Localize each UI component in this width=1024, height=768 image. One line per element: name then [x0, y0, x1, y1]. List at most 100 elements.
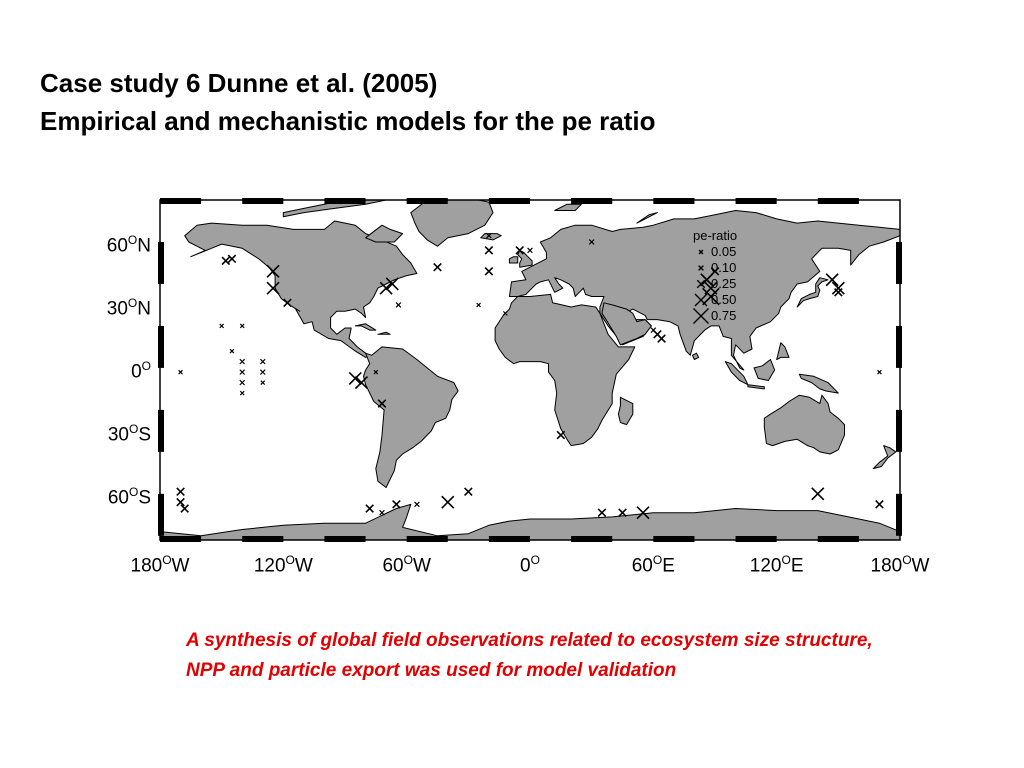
legend-entry: 0.75	[693, 308, 737, 324]
frame-segment	[158, 409, 164, 452]
observation-marker	[834, 288, 843, 297]
legend-entry-label: 0.50	[711, 292, 737, 307]
landmass-japan	[796, 277, 829, 308]
landmass-borneo	[753, 359, 776, 381]
lat-tick-label: 30ON	[106, 296, 151, 320]
slide-caption: A synthesis of global field observations…	[186, 630, 873, 681]
map-frame	[158, 198, 902, 542]
observation-marker	[484, 267, 494, 276]
continents	[160, 200, 900, 540]
legend-entry-label: 0.10	[711, 260, 737, 275]
landmass-novaya-zemlya	[636, 212, 658, 224]
observation-marker	[395, 302, 402, 308]
frame-segment	[653, 198, 695, 204]
lon-tick-label: 0O	[520, 553, 540, 577]
legend-entry: 0.10	[693, 260, 737, 276]
observation-marker	[831, 281, 845, 295]
slide-title-line2: Empirical and mechanistic models for the…	[40, 106, 656, 136]
frame-segment	[735, 198, 777, 204]
observation-marker	[464, 487, 473, 497]
lon-tick-label: 120OE	[749, 553, 804, 577]
observation-marker	[702, 287, 720, 306]
lon-tick-label: 120OW	[253, 553, 313, 577]
legend-entry-label: 0.75	[711, 308, 737, 323]
frame-segment	[735, 536, 777, 542]
observation-marker	[239, 379, 246, 386]
observation-marker	[266, 264, 280, 278]
landmass-new-guinea	[798, 373, 839, 394]
frame-segment	[324, 536, 366, 542]
legend-marker-icon	[696, 279, 706, 289]
observation-marker	[700, 273, 714, 287]
lon-tick-label: 180OW	[130, 553, 190, 577]
observation-marker	[227, 254, 237, 264]
landmass-africa	[494, 293, 636, 447]
frame-segment	[158, 325, 164, 368]
legend-entry-label: 0.25	[711, 276, 737, 291]
observation-marker	[365, 504, 374, 513]
frame-segment	[896, 493, 902, 536]
observation-marker	[239, 323, 245, 329]
frame-segment	[160, 536, 202, 542]
landmass-sri-lanka	[691, 352, 700, 360]
slide-title-line1: Case study 6 Dunne et al. (2005)	[40, 68, 438, 98]
observation-marker	[239, 390, 245, 396]
observation-marker	[875, 500, 884, 509]
landmass-ireland	[508, 256, 519, 264]
observation-marker	[180, 504, 189, 513]
frame-segment	[488, 198, 530, 204]
landmass-antarctica	[160, 503, 900, 540]
legend-title: pe-ratio	[693, 228, 738, 243]
landmass-madagascar	[617, 396, 634, 426]
observation-marker	[239, 369, 246, 375]
lat-tick-label: 0O	[131, 359, 151, 383]
legend-marker-icon	[698, 265, 704, 271]
observation-marker	[527, 247, 533, 254]
legend-entry: 0.50	[693, 292, 737, 308]
landmass-greenland	[410, 200, 494, 247]
observation-marker	[486, 232, 492, 239]
slide-title: Case study 6 Dunne et al. (2005) Empiric…	[40, 64, 656, 140]
frame-segment	[653, 536, 695, 542]
observation-marker	[266, 281, 280, 295]
legend-marker-icon	[698, 249, 704, 255]
observation-marker	[556, 430, 566, 440]
legend-entry-label: 0.05	[711, 244, 737, 259]
observation-marker	[176, 497, 185, 507]
observation-marker	[259, 358, 266, 365]
frame-segment	[158, 241, 164, 284]
observation-marker	[825, 273, 839, 287]
frame-segment	[242, 198, 284, 204]
landmass-arabia	[601, 302, 652, 346]
observation-marker	[385, 277, 399, 291]
observation-marker	[221, 256, 231, 266]
lon-tick-label: 60OW	[382, 553, 431, 577]
observation-marker	[392, 500, 401, 509]
observation-marker	[588, 239, 595, 245]
landmass-sulawesi-phil	[776, 342, 790, 360]
observation-marker	[354, 376, 369, 390]
observation-marker	[484, 246, 494, 255]
observation-marker	[502, 310, 508, 316]
observation-marker	[636, 506, 650, 520]
landmass-south-america	[363, 346, 459, 488]
frame-segment	[242, 536, 284, 542]
frame-segment	[324, 198, 366, 204]
landmass-baffin	[365, 224, 404, 243]
landmass-cuba	[354, 323, 377, 331]
landmass-svalbard	[554, 203, 582, 211]
landmass-new-zealand	[872, 445, 897, 470]
observation-marker	[618, 508, 627, 518]
observation-marker	[710, 267, 720, 276]
observation-marker	[348, 371, 362, 385]
frame-segment	[817, 536, 859, 542]
observation-marker	[877, 369, 882, 375]
observation-markers	[176, 232, 884, 520]
observation-marker	[657, 334, 666, 343]
landmass-iceland	[480, 233, 502, 241]
legend-entry: 0.05	[693, 244, 737, 260]
landmass-java	[747, 384, 765, 390]
legend-marker-icon	[693, 308, 709, 324]
observation-marker	[650, 327, 657, 333]
